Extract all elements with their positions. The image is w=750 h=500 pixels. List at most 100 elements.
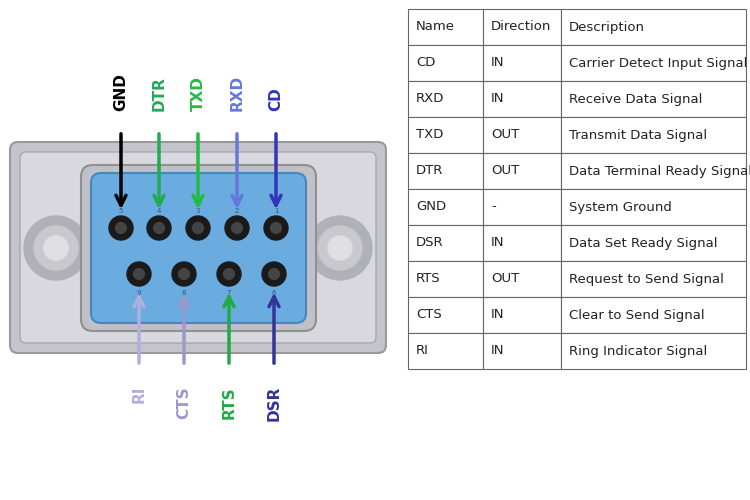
Text: CTS: CTS [176,386,191,418]
Text: 3: 3 [196,208,200,214]
Circle shape [271,222,281,234]
FancyBboxPatch shape [20,152,376,343]
Text: IN: IN [491,236,505,250]
Bar [408,189,483,225]
Text: RI: RI [131,386,146,404]
Text: RXD: RXD [416,92,444,106]
Circle shape [328,236,352,260]
Bar [561,45,746,81]
Circle shape [172,262,196,286]
Bar [408,261,483,297]
Bar [408,153,483,189]
Circle shape [24,216,88,280]
Bar [483,45,561,81]
Text: OUT: OUT [491,164,519,177]
Bar [561,117,746,153]
Text: TXD: TXD [190,76,206,111]
Text: 9: 9 [136,290,141,296]
Text: Transmit Data Signal: Transmit Data Signal [569,128,707,141]
Text: DSR: DSR [416,236,444,250]
Circle shape [178,268,190,280]
Text: CTS: CTS [416,308,442,322]
Bar [561,297,746,333]
Bar [561,9,746,45]
Bar [483,225,561,261]
Text: Direction: Direction [491,20,551,34]
Text: Carrier Detect Input Signal: Carrier Detect Input Signal [569,56,747,70]
Text: DTR: DTR [152,76,166,111]
Text: Name: Name [416,20,455,34]
Circle shape [268,268,280,280]
Bar [408,225,483,261]
Circle shape [109,216,133,240]
Text: Data Terminal Ready Signal: Data Terminal Ready Signal [569,164,750,177]
Circle shape [308,216,372,280]
Circle shape [224,268,235,280]
Circle shape [127,262,151,286]
Bar [408,333,483,369]
Bar [408,81,483,117]
Text: IN: IN [491,308,505,322]
Text: TXD: TXD [416,128,443,141]
Text: 4: 4 [157,208,161,214]
Bar [483,153,561,189]
Bar [483,189,561,225]
Circle shape [44,236,68,260]
Circle shape [147,216,171,240]
Text: RI: RI [416,344,429,358]
Text: IN: IN [491,344,505,358]
Bar [483,333,561,369]
Text: IN: IN [491,56,505,70]
Bar [561,81,746,117]
Circle shape [193,222,203,234]
Circle shape [232,222,242,234]
Circle shape [262,262,286,286]
Text: GND: GND [113,73,128,111]
FancyBboxPatch shape [91,173,306,323]
Circle shape [134,268,145,280]
Text: OUT: OUT [491,272,519,285]
Bar [561,333,746,369]
Text: Request to Send Signal: Request to Send Signal [569,272,724,285]
Text: Receive Data Signal: Receive Data Signal [569,92,702,106]
Circle shape [116,222,127,234]
Text: 7: 7 [226,290,231,296]
Circle shape [264,216,288,240]
Circle shape [225,216,249,240]
Bar [483,117,561,153]
Circle shape [217,262,241,286]
Text: 2: 2 [235,208,239,214]
Bar [483,9,561,45]
Text: -: - [491,200,496,213]
Bar [408,117,483,153]
Text: 5: 5 [118,208,123,214]
Circle shape [186,216,210,240]
Bar [561,189,746,225]
Bar [561,261,746,297]
Text: DSR: DSR [266,386,281,422]
Bar [408,297,483,333]
Text: Ring Indicator Signal: Ring Indicator Signal [569,344,707,358]
FancyBboxPatch shape [81,165,316,331]
Text: RXD: RXD [230,75,244,111]
Bar [561,225,746,261]
Text: 1: 1 [274,208,278,214]
Bar [483,81,561,117]
Circle shape [34,226,78,270]
Bar [483,261,561,297]
Text: IN: IN [491,92,505,106]
Text: GND: GND [416,200,446,213]
Text: Data Set Ready Signal: Data Set Ready Signal [569,236,718,250]
Text: OUT: OUT [491,128,519,141]
Text: Clear to Send Signal: Clear to Send Signal [569,308,705,322]
Text: CD: CD [416,56,435,70]
Circle shape [318,226,362,270]
Text: Description: Description [569,20,645,34]
Bar [483,297,561,333]
Text: System Ground: System Ground [569,200,672,213]
Text: DTR: DTR [416,164,443,177]
Text: 6: 6 [272,290,276,296]
Text: CD: CD [268,87,284,111]
FancyBboxPatch shape [10,142,386,353]
Text: RTS: RTS [416,272,441,285]
